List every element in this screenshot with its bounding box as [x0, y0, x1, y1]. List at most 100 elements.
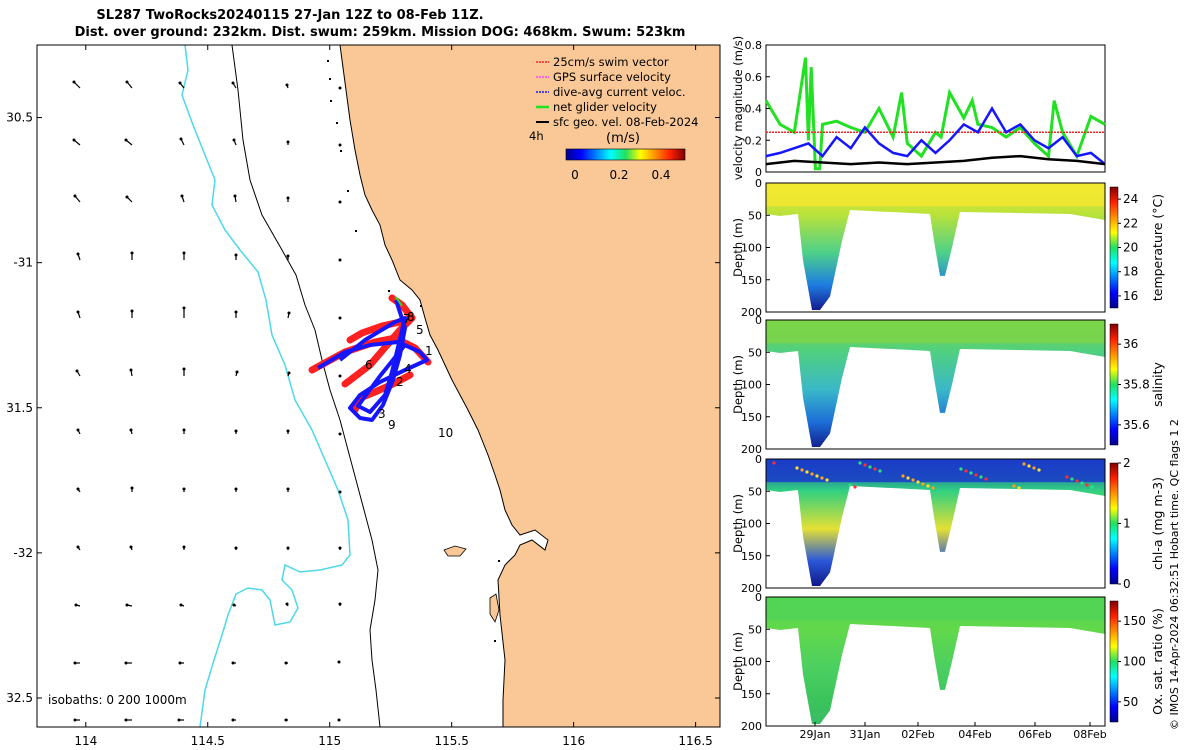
colorbar-label: temperature (°C)	[1150, 194, 1165, 301]
time-tick-label: 02Feb	[901, 728, 934, 741]
depth-tick-label: 0	[755, 453, 762, 466]
chl-speckle	[959, 467, 963, 471]
section-surface-layer	[766, 597, 1105, 621]
land-area	[340, 45, 720, 727]
title-line-2: Dist. over ground: 232km. Dist. swum: 25…	[74, 25, 686, 40]
velocity-series	[764, 57, 1106, 171]
chl-speckle	[984, 477, 988, 481]
chl-speckle	[873, 467, 877, 471]
chl-speckle	[878, 469, 882, 473]
time-tick-label: 31Jan	[850, 728, 881, 741]
colorbar-tick-label: 20	[1123, 241, 1138, 255]
map-frame	[36, 44, 721, 728]
velocity-ytick-label: 0	[755, 166, 762, 179]
isobath-200m	[181, 45, 351, 727]
chl-speckle	[820, 476, 824, 480]
depth-tick-label: 0	[755, 177, 762, 190]
depth-tick-label: 50	[748, 209, 762, 222]
map-xtick-label: 114.5	[191, 734, 225, 748]
section-surface-layer	[766, 459, 1105, 483]
chl-speckle	[805, 470, 809, 474]
track-day-label: 8	[407, 310, 415, 324]
depth-tick-label: 150	[741, 688, 762, 701]
time-tick-label: 08Feb	[1073, 728, 1106, 741]
chl-speckle	[1070, 477, 1074, 481]
colorbar-tick-label: 24	[1123, 192, 1138, 206]
colorbar-tick: 0.2	[609, 168, 628, 182]
velocity-ytick-label: 0.4	[745, 103, 763, 116]
velocity-panel: 0 0.2 0.4 0.6 0.8 velocity magnitude (m/s)	[731, 36, 1106, 181]
track-day-label: 3	[378, 407, 386, 421]
chl-speckle	[772, 461, 776, 465]
section-data-field	[766, 459, 1105, 586]
chl-speckle	[921, 482, 925, 486]
map-panel: 114 114.5 115 115.5 116 116.530.5-3131.5-3232…	[6, 44, 721, 748]
velocity-axis-ticks: 0 0.2 0.4 0.6 0.8	[745, 39, 770, 179]
velocity-ylabel: velocity magnitude (m/s)	[731, 36, 745, 181]
velocity-series-line	[764, 57, 1106, 171]
section-data-field	[766, 597, 1105, 724]
depth-tick-label: 100	[741, 656, 762, 669]
time-tick-label: 29Jan	[800, 728, 831, 741]
map-colorbar: (m/s) 0 0.2 0.4	[565, 131, 686, 182]
section-data-field	[766, 320, 1105, 447]
chl-speckle	[1012, 484, 1016, 488]
section-colorbar	[1109, 600, 1119, 723]
chl-speckle	[911, 478, 915, 482]
chl-speckle	[1037, 468, 1041, 472]
chl-speckle	[1085, 483, 1089, 487]
map-ytick-label: 32.5	[6, 691, 33, 705]
colorbar-tick-label: 35.6	[1123, 418, 1150, 432]
map-xtick-label: 116	[562, 734, 585, 748]
colorbar-tick-label: 22	[1123, 216, 1138, 230]
depth-tick-label: 150	[741, 550, 762, 563]
depth-tick-label: 100	[741, 379, 762, 392]
depth-tick-label: 100	[741, 518, 762, 531]
map-axis-ticks: 114 114.5 115 115.5 116 116.530.5-3131.5-3232…	[6, 45, 720, 748]
legend-item: sfc geo. vel. 08-Feb-2024	[536, 115, 699, 129]
section-colorbar	[1109, 323, 1119, 446]
chl-speckle	[868, 465, 872, 469]
velocity-ytick-label: 0.2	[745, 134, 763, 147]
depth-tick-label: 50	[748, 485, 762, 498]
track-day-label: 7	[403, 312, 411, 326]
depth-tick-label: 200	[741, 720, 762, 733]
chl-speckle	[1090, 485, 1094, 489]
track-day-label: 6	[365, 358, 373, 372]
velocity-ytick-label: 0.6	[745, 71, 763, 84]
colorbar-title: (m/s)	[606, 131, 640, 146]
legend-item: 25cm/s swim vector	[536, 55, 669, 69]
map-ytick-label: 31.5	[6, 401, 33, 415]
garden-island	[489, 593, 500, 623]
chl-speckle	[916, 480, 920, 484]
net-glider-velocity-track	[394, 296, 403, 307]
map-xtick-label: 115.5	[434, 734, 468, 748]
legend-item: GPS surface velocity	[536, 70, 671, 84]
colorbar-label: Ox. sat. ratio (%)	[1150, 608, 1165, 715]
track-day-label: 2	[396, 375, 404, 389]
section-colorbar	[1109, 186, 1119, 309]
depth-tick-label: 200	[741, 306, 762, 319]
chl-speckle	[931, 486, 935, 490]
colorbar-label: chl-a (mg m-3)	[1150, 477, 1165, 570]
track-day-label: 9	[388, 418, 396, 432]
chl-speckle	[863, 463, 867, 467]
depth-ylabel: Depth (m)	[731, 218, 745, 277]
section-panel: 0 50 100 150 200 Depth (m) 35.6 35.8 36 salinity	[731, 314, 1165, 456]
isobaths-label: isobaths: 0 200 1000m	[48, 693, 187, 707]
chl-speckle	[1017, 486, 1021, 490]
depth-ylabel: Depth (m)	[731, 494, 745, 553]
isobath-1000m	[231, 45, 381, 727]
depth-tick-label: 50	[748, 346, 762, 359]
chl-speckle	[1065, 475, 1069, 479]
colorbar-tick-label: 16	[1123, 289, 1138, 303]
section-panel: 0 50 100 150 200 Depth (m) 0 1 2 chl-a (mg m-3)	[731, 453, 1165, 595]
depth-tick-label: 0	[755, 591, 762, 604]
map-ytick-label: -32	[13, 546, 33, 560]
map-xtick-label: 115	[318, 734, 341, 748]
colorbar-tick: 0	[571, 168, 579, 182]
section-data-field	[766, 183, 1105, 310]
chl-speckle	[901, 474, 905, 478]
